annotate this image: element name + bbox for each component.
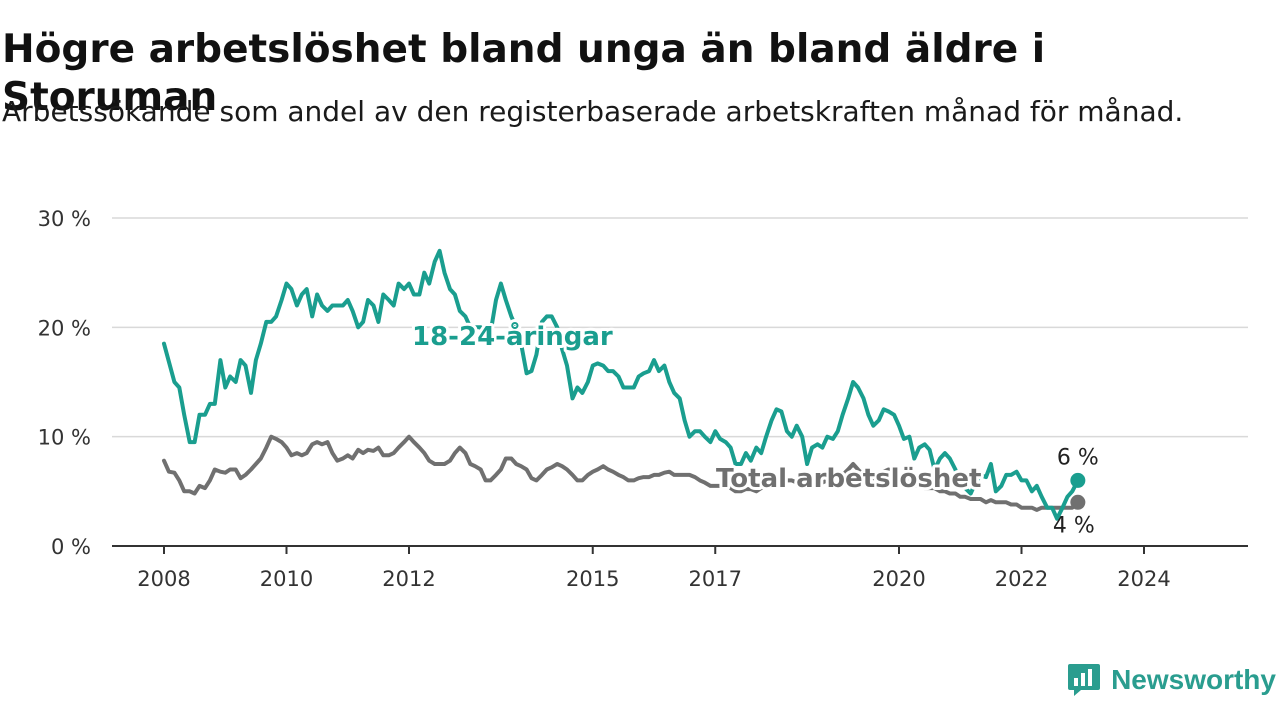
x-tick-label: 2020 <box>872 567 925 591</box>
x-axis <box>112 545 1248 554</box>
chart-subtitle: Arbetssökande som andel av den registerb… <box>2 95 1184 128</box>
end-marker-total <box>1070 494 1086 510</box>
series-label-total: Total arbetslöshet <box>716 464 981 494</box>
y-tick-label: 10 % <box>38 426 91 450</box>
end-value-label-youth: 6 % <box>1057 445 1099 470</box>
y-axis-tick-labels: 0 % 10 % 20 % 30 % <box>38 207 91 559</box>
x-tick-label: 2012 <box>382 567 435 591</box>
newsworthy-brand: Newsworthy <box>1067 662 1276 698</box>
end-value-label-total: 4 % <box>1053 513 1095 538</box>
x-tick-label: 2015 <box>566 567 619 591</box>
chart-logo-icon <box>1068 664 1101 696</box>
series-label-youth: 18-24-åringar <box>412 320 613 352</box>
y-tick-label: 0 % <box>51 535 91 559</box>
series-labels: 18-24-åringar Total arbetslöshet 6 % 4 % <box>409 317 1099 538</box>
x-tick-label: 2010 <box>260 567 313 591</box>
brand-name: Newsworthy <box>1111 664 1276 695</box>
x-tick-label: 2008 <box>137 567 190 591</box>
gridlines <box>112 217 1248 438</box>
x-tick-label: 2024 <box>1117 567 1170 591</box>
series-line-youth <box>162 248 1080 521</box>
end-marker-youth <box>1070 472 1086 488</box>
x-tick-label: 2017 <box>689 567 742 591</box>
y-tick-label: 30 % <box>38 207 91 231</box>
series-lines <box>162 248 1086 521</box>
chart-title: Högre arbetslöshet bland unga än bland ä… <box>2 27 1046 120</box>
x-axis-tick-labels: 2008 2010 2012 2015 2017 2020 2022 2024 <box>137 567 1170 591</box>
series-line-total <box>162 434 1080 512</box>
y-tick-label: 20 % <box>38 316 91 340</box>
x-tick-label: 2022 <box>995 567 1048 591</box>
